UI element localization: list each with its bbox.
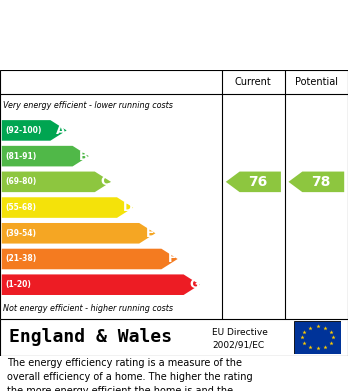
Text: F: F bbox=[168, 253, 176, 265]
Text: (55-68): (55-68) bbox=[5, 203, 36, 212]
Text: G: G bbox=[189, 278, 199, 291]
Text: A: A bbox=[56, 124, 66, 137]
Text: Current: Current bbox=[235, 77, 272, 87]
Polygon shape bbox=[2, 223, 156, 244]
Text: (21-38): (21-38) bbox=[5, 255, 37, 264]
Polygon shape bbox=[2, 249, 177, 269]
Text: D: D bbox=[122, 201, 133, 214]
Text: Not energy efficient - higher running costs: Not energy efficient - higher running co… bbox=[3, 304, 174, 313]
Polygon shape bbox=[2, 146, 89, 167]
Text: EU Directive: EU Directive bbox=[212, 328, 268, 337]
Text: B: B bbox=[78, 150, 88, 163]
Text: England & Wales: England & Wales bbox=[9, 328, 172, 346]
Polygon shape bbox=[288, 172, 344, 192]
Text: (81-91): (81-91) bbox=[5, 152, 37, 161]
Text: E: E bbox=[145, 227, 154, 240]
Polygon shape bbox=[2, 172, 111, 192]
Text: (1-20): (1-20) bbox=[5, 280, 31, 289]
Polygon shape bbox=[2, 197, 133, 218]
Text: The energy efficiency rating is a measure of the
overall efficiency of a home. T: The energy efficiency rating is a measur… bbox=[7, 357, 253, 391]
Text: 78: 78 bbox=[311, 175, 330, 189]
Text: 2002/91/EC: 2002/91/EC bbox=[212, 341, 264, 350]
Polygon shape bbox=[2, 274, 200, 295]
Polygon shape bbox=[226, 172, 281, 192]
Text: 76: 76 bbox=[248, 175, 267, 189]
Text: Energy Efficiency Rating: Energy Efficiency Rating bbox=[69, 9, 279, 23]
Text: Very energy efficient - lower running costs: Very energy efficient - lower running co… bbox=[3, 101, 173, 110]
Text: Potential: Potential bbox=[295, 77, 338, 87]
Text: (69-80): (69-80) bbox=[5, 178, 37, 187]
Polygon shape bbox=[2, 120, 66, 141]
Text: C: C bbox=[101, 175, 110, 188]
Text: (92-100): (92-100) bbox=[5, 126, 42, 135]
Text: (39-54): (39-54) bbox=[5, 229, 36, 238]
